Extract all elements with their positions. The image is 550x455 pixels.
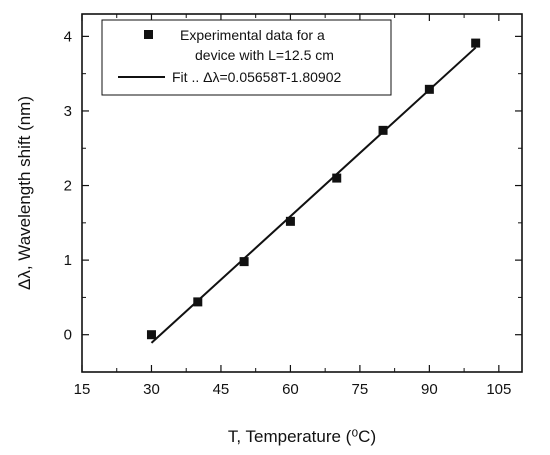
y-tick-label: 2: [64, 178, 72, 195]
legend-label-data-line2: device with L=12.5 cm: [195, 47, 334, 63]
y-tick-label: 3: [64, 103, 72, 120]
data-point-marker: [424, 84, 434, 94]
legend-marker-square: [144, 30, 153, 39]
x-axis-title: T, Temperature (⁰C): [228, 427, 376, 446]
x-tick-label: 105: [486, 381, 511, 398]
data-point-marker: [146, 330, 156, 340]
y-tick-label: 0: [64, 327, 72, 344]
data-point-marker: [378, 125, 388, 135]
data-point-marker: [332, 173, 342, 183]
data-point-marker: [239, 257, 249, 267]
x-tick-label: 90: [421, 381, 438, 398]
y-tick-label: 1: [64, 252, 72, 269]
fit-line: [150, 46, 477, 344]
x-tick-label: 60: [282, 381, 299, 398]
x-tick-label: 45: [213, 381, 230, 398]
data-point-marker: [471, 38, 481, 48]
x-tick-label: 30: [143, 381, 160, 398]
x-tick-label: 75: [352, 381, 369, 398]
data-point-marker: [193, 297, 203, 307]
legend-label-data-line1: Experimental data for a: [180, 27, 325, 43]
y-tick-label: 4: [64, 28, 72, 45]
plot-frame: [81, 13, 523, 373]
legend-label-fit: Fit .. Δλ=0.05658T-1.80902: [172, 69, 342, 85]
data-point-marker: [285, 216, 295, 226]
x-tick-label: 15: [74, 381, 91, 398]
y-axis-title: Δλ, Wavelength shift (nm): [15, 96, 34, 290]
